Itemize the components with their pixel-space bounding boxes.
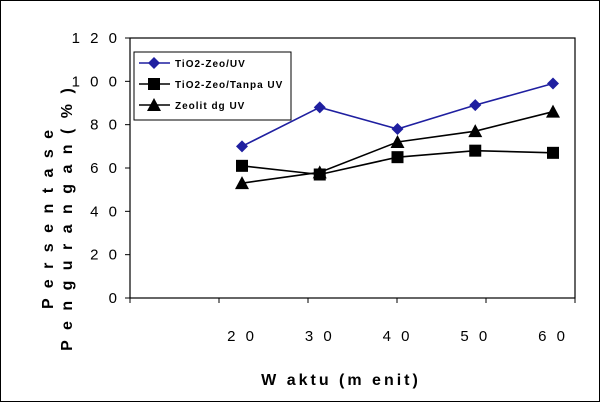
x-axis-ticks: 2 0 3 0 4 0 5 0 6 0 xyxy=(129,298,576,345)
x-tick-label: 2 0 xyxy=(227,328,257,345)
series-layer xyxy=(235,77,560,190)
legend-marker xyxy=(148,57,160,69)
data-point xyxy=(236,159,248,172)
data-point xyxy=(312,165,327,179)
y-axis-title-line1: P e r s e n t a s e xyxy=(40,127,57,309)
data-point xyxy=(236,140,248,153)
series-square xyxy=(236,144,559,181)
data-point xyxy=(547,146,559,159)
data-point xyxy=(546,104,560,118)
y-axis-title-line2: P e n g u r a n g a n ( % ) xyxy=(59,85,76,351)
y-tick-label: 8 0 xyxy=(90,117,120,134)
data-point xyxy=(235,176,249,190)
y-tick-label: 1 2 0 xyxy=(72,30,120,47)
x-tick-label: 3 0 xyxy=(305,328,335,345)
legend-label: Zeolit dg UV xyxy=(175,101,245,112)
data-point xyxy=(391,123,404,135)
legend: TiO2-Zeo/UV TiO2-Zeo/Tanpa UV Zeolit dg UV xyxy=(133,51,292,121)
data-point xyxy=(391,151,404,164)
legend-marker xyxy=(147,98,161,111)
y-tick-label: 1 0 0 xyxy=(72,73,120,90)
y-tick-label: 6 0 xyxy=(90,160,120,177)
x-tick-label: 4 0 xyxy=(383,328,413,345)
data-point xyxy=(468,124,483,138)
legend-label: TiO2-Zeo/Tanpa UV xyxy=(175,80,283,91)
data-point xyxy=(547,77,559,90)
y-tick-label: 0 xyxy=(109,290,120,307)
data-point xyxy=(313,101,326,114)
y-axis-ticks: 0 2 0 4 0 6 0 8 0 1 0 0 1 2 0 xyxy=(72,30,130,307)
x-tick-label: 5 0 xyxy=(460,328,490,345)
y-tick-label: 2 0 xyxy=(90,247,120,264)
legend-label: TiO2-Zeo/UV xyxy=(175,59,246,70)
x-axis-title: W aktu (m enit) xyxy=(261,372,421,389)
data-point xyxy=(390,135,405,148)
legend-marker xyxy=(148,78,160,90)
data-point xyxy=(469,144,482,157)
series-triangle xyxy=(235,104,560,190)
x-tick-label: 6 0 xyxy=(538,328,568,345)
data-point xyxy=(469,99,482,112)
series-diamond xyxy=(236,77,559,153)
y-tick-label: 4 0 xyxy=(90,203,120,220)
